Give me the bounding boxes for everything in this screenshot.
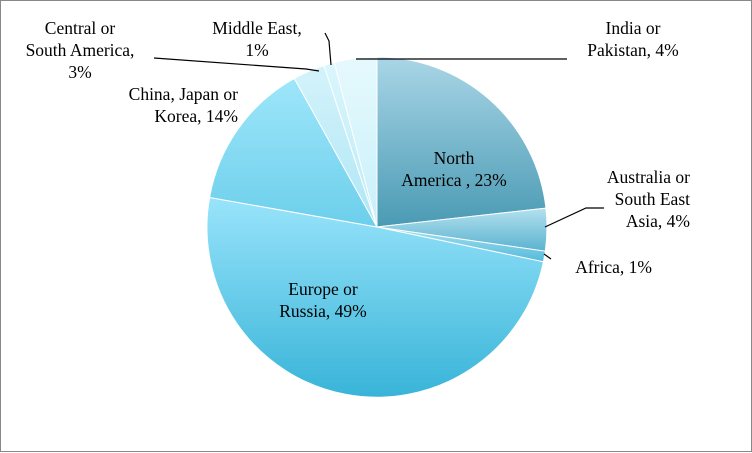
slice-labels: North America , 23% Australia or South East… [26, 18, 691, 321]
slice-label-australia-or-south-east-asia: Australia or South East Asia, 4% [607, 167, 690, 231]
leader-line-central-south-america [153, 57, 320, 72]
pie-slice-europe-or-russia [206, 196, 544, 398]
slice-label-line: South East [615, 189, 690, 209]
slice-label-line: Russia, 49% [279, 301, 367, 321]
slice-label-line: Africa, 1% [575, 257, 652, 277]
slice-label-line: America , 23% [401, 170, 506, 190]
slice-label-line: 1% [245, 40, 268, 60]
slice-label-line: Europe or [288, 279, 358, 299]
slice-label-north-america: North America , 23% [401, 148, 506, 190]
pie-slice-india-or-pakistan [333, 56, 378, 228]
slice-label-line: China, Japan or [129, 84, 239, 104]
slice-label-china-japan-or-korea: China, Japan or Korea, 14% [129, 84, 239, 126]
slice-label-line: South America, [26, 40, 135, 60]
slice-label-europe-or-russia: Europe or Russia, 49% [279, 279, 367, 321]
leader-line-africa [543, 253, 552, 260]
slice-label-line: 3% [68, 62, 91, 82]
slice-label-line: Central or [45, 18, 116, 38]
slice-label-india-or-pakistan: India or Pakistan, 4% [587, 18, 678, 60]
slice-label-line: Korea, 14% [154, 106, 238, 126]
slice-label-central-or-south-america: Central or South America, 3% [26, 18, 135, 82]
leader-line-australia [544, 207, 604, 228]
pie-slice-north-america [376, 56, 547, 228]
slice-label-line: Australia or [607, 167, 690, 187]
slice-label-line: Asia, 4% [626, 211, 690, 231]
slice-label-line: Pakistan, 4% [587, 40, 678, 60]
slices-layer [206, 56, 548, 398]
slice-label-line: India or [606, 18, 661, 38]
leader-line-middle-east [324, 32, 332, 66]
leader-lines [153, 32, 604, 260]
slice-label-line: Middle East, [212, 18, 301, 38]
slice-label-middle-east: Middle East, 1% [212, 18, 301, 60]
slice-label-line: North [434, 148, 475, 168]
slice-label-africa: Africa, 1% [575, 257, 652, 277]
pie-slice-china-japan-or-korea [209, 77, 378, 228]
